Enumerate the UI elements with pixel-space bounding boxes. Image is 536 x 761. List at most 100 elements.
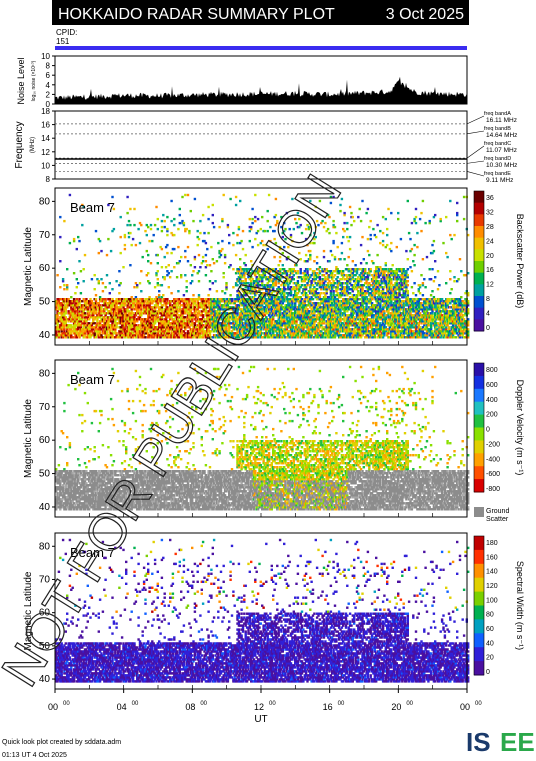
data-cell bbox=[89, 326, 92, 329]
data-cell bbox=[272, 324, 275, 327]
data-cell bbox=[136, 286, 139, 289]
data-cell bbox=[259, 302, 262, 305]
data-cell bbox=[108, 336, 111, 339]
data-cell bbox=[70, 306, 73, 309]
data-cell bbox=[127, 231, 131, 235]
data-cell bbox=[75, 300, 78, 303]
data-cell bbox=[195, 336, 198, 339]
data-cell bbox=[90, 306, 94, 309]
data-cell bbox=[252, 330, 256, 333]
data-cell bbox=[134, 296, 138, 299]
data-cell bbox=[138, 330, 142, 333]
data-cell bbox=[292, 296, 295, 299]
data-cell bbox=[131, 237, 135, 241]
data-cell bbox=[180, 274, 183, 277]
data-cell bbox=[269, 296, 272, 299]
data-cell bbox=[214, 280, 217, 283]
data-cell bbox=[142, 304, 146, 307]
data-cell bbox=[64, 336, 67, 339]
data-cell bbox=[245, 330, 249, 333]
data-cell bbox=[171, 308, 175, 311]
data-cell bbox=[173, 217, 176, 221]
data-cell bbox=[147, 336, 150, 339]
data-cell bbox=[142, 318, 146, 321]
data-cell bbox=[147, 322, 150, 325]
data-cell bbox=[215, 336, 219, 339]
freq-tick-label: 14 bbox=[41, 134, 50, 143]
data-cell bbox=[218, 225, 221, 229]
data-cell bbox=[351, 260, 354, 263]
data-cell bbox=[197, 294, 201, 297]
data-cell bbox=[267, 306, 271, 309]
data-cell bbox=[232, 322, 235, 325]
data-cell bbox=[64, 306, 67, 309]
data-cell bbox=[159, 336, 162, 339]
data-cell bbox=[152, 320, 155, 323]
data-cell bbox=[284, 332, 287, 335]
data-cell bbox=[185, 298, 188, 301]
data-cell bbox=[129, 324, 132, 327]
data-cell bbox=[148, 320, 151, 323]
data-cell bbox=[64, 300, 67, 303]
data-cell bbox=[188, 314, 191, 317]
data-cell bbox=[123, 314, 127, 317]
data-cell bbox=[244, 272, 247, 275]
data-cell bbox=[289, 292, 293, 295]
data-cell bbox=[133, 304, 136, 307]
data-cell bbox=[97, 302, 100, 305]
data-cell bbox=[101, 310, 105, 313]
data-cell bbox=[60, 314, 63, 317]
data-cell bbox=[195, 328, 198, 331]
data-cell bbox=[159, 298, 162, 301]
data-cell bbox=[262, 326, 265, 329]
data-cell bbox=[130, 296, 133, 299]
data-cell bbox=[160, 306, 164, 309]
data-cell bbox=[285, 300, 289, 303]
data-cell bbox=[160, 320, 164, 323]
data-cell bbox=[185, 304, 188, 307]
freq-band-value: 9.11 MHz bbox=[486, 177, 513, 184]
data-cell bbox=[195, 316, 198, 319]
data-cell bbox=[251, 310, 254, 313]
data-cell bbox=[256, 278, 260, 281]
data-cell bbox=[100, 310, 103, 313]
data-cell bbox=[274, 324, 278, 327]
data-cell bbox=[170, 312, 173, 315]
data-cell bbox=[247, 314, 250, 317]
data-cell bbox=[174, 326, 177, 329]
data-cell bbox=[61, 314, 65, 317]
data-cell bbox=[197, 304, 201, 307]
data-cell bbox=[278, 306, 282, 309]
data-cell bbox=[185, 322, 188, 325]
data-cell bbox=[83, 308, 87, 311]
data-cell bbox=[244, 332, 247, 335]
data-cell bbox=[55, 318, 58, 321]
data-cell bbox=[241, 290, 245, 293]
data-cell bbox=[188, 334, 191, 337]
data-cell bbox=[105, 330, 109, 333]
data-cell bbox=[149, 312, 153, 315]
data-cell bbox=[125, 312, 128, 315]
data-cell bbox=[263, 314, 267, 317]
data-cell bbox=[244, 326, 247, 329]
data-cell bbox=[273, 284, 276, 287]
data-cell bbox=[182, 316, 186, 319]
data-cell bbox=[276, 276, 279, 279]
data-cell bbox=[188, 332, 191, 335]
data-cell bbox=[107, 328, 110, 331]
data-cell bbox=[233, 316, 236, 319]
data-cell bbox=[119, 308, 122, 311]
data-cell bbox=[321, 278, 324, 281]
data-cell bbox=[240, 280, 243, 283]
data-cell bbox=[256, 290, 260, 293]
data-cell bbox=[223, 328, 227, 331]
data-cell bbox=[278, 260, 282, 263]
data-cell bbox=[245, 310, 249, 313]
data-cell bbox=[207, 217, 210, 221]
data-cell bbox=[55, 334, 58, 337]
data-cell bbox=[270, 310, 273, 313]
data-cell bbox=[199, 266, 202, 269]
data-cell bbox=[101, 318, 105, 321]
data-cell bbox=[240, 288, 243, 291]
data-cell bbox=[107, 237, 110, 241]
